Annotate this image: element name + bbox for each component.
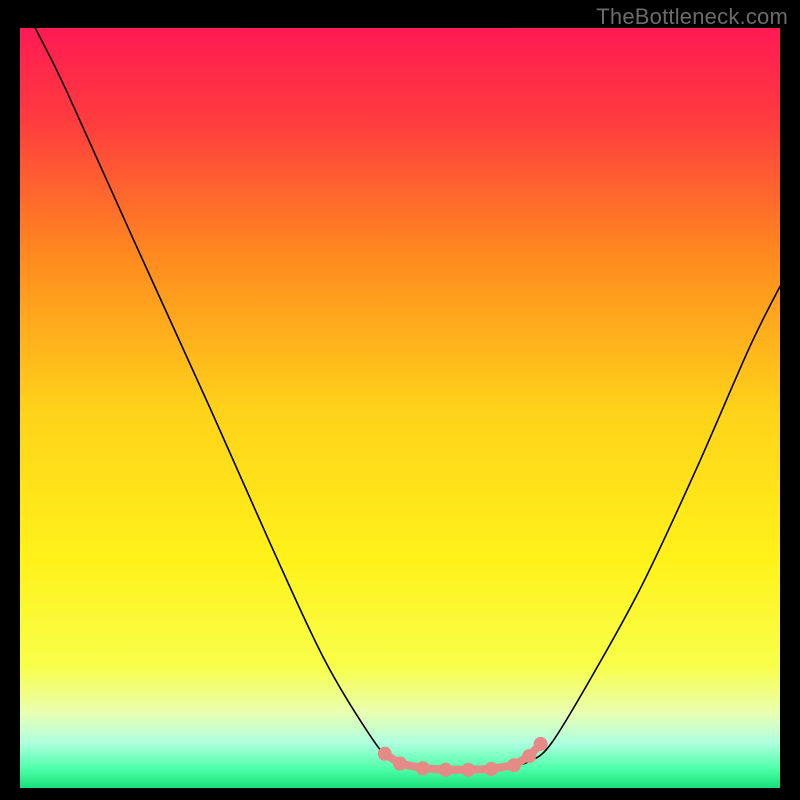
valley-dot xyxy=(461,763,475,777)
bottleneck-curve xyxy=(35,28,780,769)
valley-dot xyxy=(439,763,453,777)
valley-dot xyxy=(534,737,548,751)
valley-dot xyxy=(393,757,407,771)
watermark-text: TheBottleneck.com xyxy=(596,4,788,30)
valley-dot xyxy=(484,762,498,776)
plot-area xyxy=(20,28,780,788)
curve-layer xyxy=(20,28,780,788)
valley-dot xyxy=(507,758,521,772)
chart-frame: TheBottleneck.com xyxy=(0,0,800,800)
valley-dot xyxy=(522,749,536,763)
valley-dot xyxy=(378,747,392,761)
valley-dot xyxy=(416,761,430,775)
